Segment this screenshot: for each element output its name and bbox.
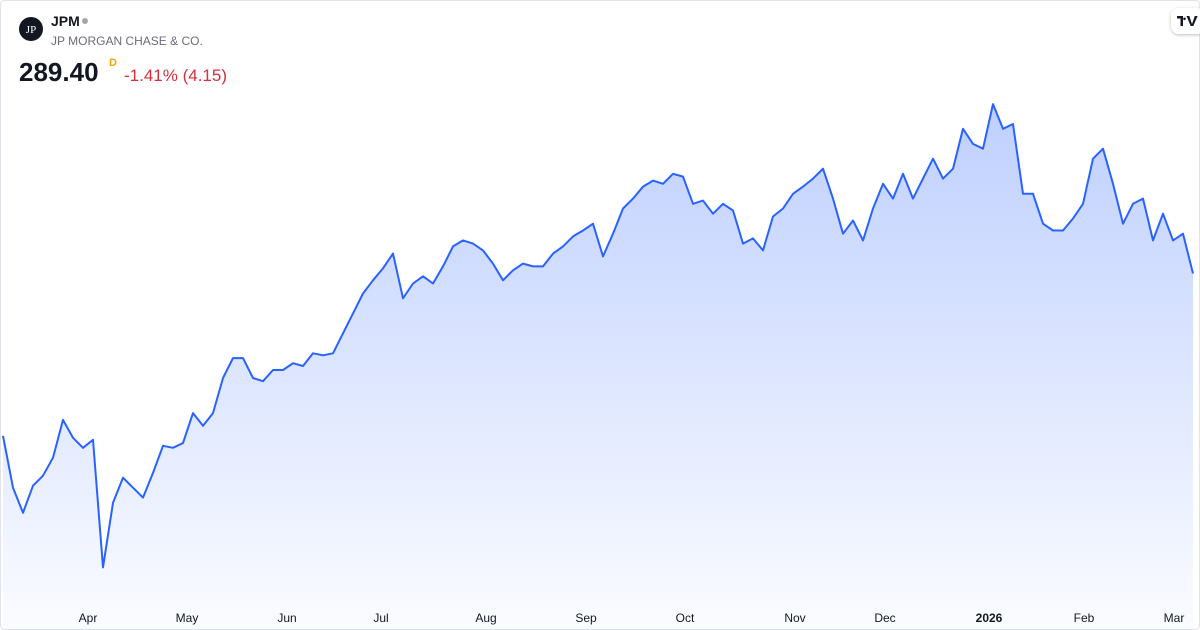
- area-fill: [3, 104, 1193, 630]
- tv-logo-mark: [1177, 16, 1198, 26]
- x-tick-label: May: [176, 611, 199, 625]
- price-line: [2, 103, 1194, 569]
- company-name: JP MORGAN CHASE & CO.: [51, 34, 203, 48]
- symbol: JPM: [51, 13, 80, 29]
- tv-logo[interactable]: [1171, 8, 1200, 34]
- logo: [19, 17, 43, 41]
- status-dot: [82, 18, 88, 24]
- price: 289.40: [19, 57, 99, 87]
- interval: D: [109, 57, 117, 69]
- x-tick-label: Dec: [874, 611, 895, 625]
- x-tick-label: Aug: [475, 611, 496, 625]
- change: -1.41% (4.15): [124, 66, 227, 85]
- x-tick-label: Sep: [575, 611, 597, 625]
- x-tick-label: Nov: [784, 611, 805, 625]
- x-tick-label: Oct: [676, 611, 695, 625]
- x-tick-label: Mar: [1164, 611, 1185, 625]
- x-tick-label: Apr: [79, 611, 98, 625]
- x-tick-label: 2026: [976, 611, 1003, 625]
- x-tick-label: Feb: [1074, 611, 1095, 625]
- x-tick-label: Jun: [277, 611, 296, 625]
- plot: Apr May Jun Jul Aug Sep Oct Nov Dec 2026 Feb Mar: [2, 103, 1194, 630]
- x-tick-label: Jul: [373, 611, 388, 625]
- tv-logo-bg: [1171, 8, 1200, 34]
- logo-text: JP: [26, 24, 36, 36]
